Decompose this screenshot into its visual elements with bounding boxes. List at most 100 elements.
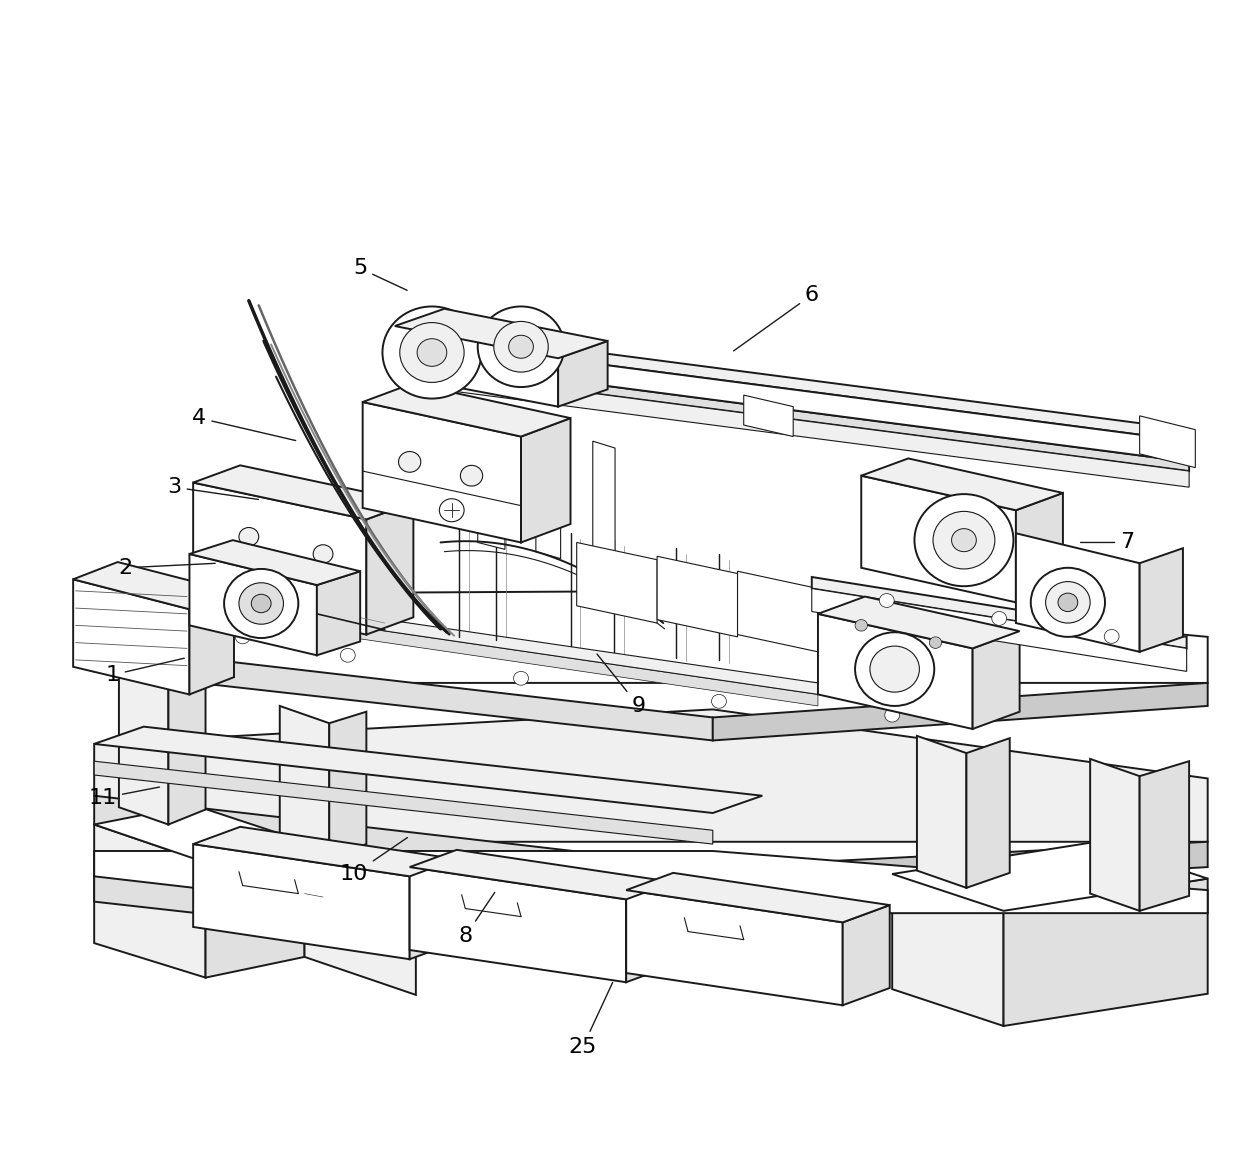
Polygon shape bbox=[812, 577, 1187, 649]
Polygon shape bbox=[409, 849, 673, 899]
Polygon shape bbox=[843, 905, 890, 1005]
Polygon shape bbox=[206, 841, 305, 977]
Polygon shape bbox=[713, 841, 1208, 893]
Polygon shape bbox=[94, 727, 763, 814]
Circle shape bbox=[417, 338, 446, 366]
Polygon shape bbox=[1016, 533, 1140, 652]
Polygon shape bbox=[190, 540, 360, 585]
Circle shape bbox=[885, 709, 899, 722]
Polygon shape bbox=[394, 358, 1189, 471]
Polygon shape bbox=[738, 571, 818, 652]
Polygon shape bbox=[317, 571, 360, 655]
Circle shape bbox=[439, 499, 464, 522]
Polygon shape bbox=[593, 441, 615, 567]
Circle shape bbox=[239, 527, 259, 546]
Circle shape bbox=[477, 307, 564, 387]
Polygon shape bbox=[394, 327, 558, 406]
Circle shape bbox=[951, 529, 976, 552]
Polygon shape bbox=[862, 475, 1016, 602]
Polygon shape bbox=[1016, 493, 1063, 602]
Circle shape bbox=[494, 322, 548, 372]
Circle shape bbox=[856, 632, 934, 706]
Circle shape bbox=[914, 494, 1013, 586]
Circle shape bbox=[252, 594, 272, 613]
Text: 5: 5 bbox=[353, 258, 407, 291]
Polygon shape bbox=[916, 736, 966, 887]
Circle shape bbox=[508, 336, 533, 358]
Circle shape bbox=[513, 672, 528, 685]
Polygon shape bbox=[280, 706, 330, 855]
Text: 4: 4 bbox=[192, 409, 295, 441]
Polygon shape bbox=[190, 592, 234, 695]
Circle shape bbox=[879, 593, 894, 607]
Polygon shape bbox=[812, 589, 1187, 672]
Text: 6: 6 bbox=[734, 285, 818, 351]
Circle shape bbox=[399, 323, 464, 382]
Polygon shape bbox=[73, 562, 234, 609]
Polygon shape bbox=[1140, 415, 1195, 467]
Polygon shape bbox=[1090, 759, 1140, 911]
Polygon shape bbox=[190, 602, 818, 706]
Polygon shape bbox=[1003, 878, 1208, 1026]
Polygon shape bbox=[362, 383, 570, 436]
Polygon shape bbox=[362, 402, 521, 542]
Polygon shape bbox=[193, 826, 456, 876]
Text: 8: 8 bbox=[459, 892, 495, 946]
Polygon shape bbox=[119, 672, 169, 824]
Circle shape bbox=[870, 646, 919, 692]
Polygon shape bbox=[626, 890, 843, 1005]
Polygon shape bbox=[366, 502, 413, 635]
Polygon shape bbox=[193, 482, 366, 635]
Text: 25: 25 bbox=[569, 982, 613, 1057]
Polygon shape bbox=[394, 327, 1189, 441]
Polygon shape bbox=[394, 309, 608, 358]
Polygon shape bbox=[409, 867, 626, 982]
Text: 10: 10 bbox=[340, 838, 408, 884]
Circle shape bbox=[1105, 629, 1118, 643]
Polygon shape bbox=[577, 542, 657, 623]
Polygon shape bbox=[193, 465, 413, 519]
Polygon shape bbox=[477, 418, 505, 549]
Circle shape bbox=[460, 465, 482, 486]
Polygon shape bbox=[193, 844, 409, 959]
Circle shape bbox=[1045, 582, 1090, 623]
Circle shape bbox=[224, 569, 299, 638]
Polygon shape bbox=[94, 710, 1208, 841]
Polygon shape bbox=[94, 850, 1208, 913]
Circle shape bbox=[236, 630, 250, 644]
Polygon shape bbox=[818, 614, 972, 729]
Text: 9: 9 bbox=[596, 654, 646, 715]
Polygon shape bbox=[657, 556, 738, 637]
Polygon shape bbox=[1140, 548, 1183, 652]
Text: 3: 3 bbox=[167, 478, 258, 500]
Polygon shape bbox=[330, 712, 366, 855]
Circle shape bbox=[1058, 593, 1078, 612]
Polygon shape bbox=[409, 859, 456, 959]
Polygon shape bbox=[94, 824, 206, 977]
Circle shape bbox=[929, 637, 941, 649]
Polygon shape bbox=[818, 597, 1019, 649]
Polygon shape bbox=[966, 739, 1009, 887]
Text: 2: 2 bbox=[118, 557, 215, 578]
Polygon shape bbox=[94, 876, 713, 971]
Text: 11: 11 bbox=[89, 787, 160, 808]
Text: 7: 7 bbox=[1080, 532, 1135, 553]
Circle shape bbox=[712, 695, 727, 709]
Polygon shape bbox=[536, 429, 560, 559]
Polygon shape bbox=[73, 579, 190, 695]
Polygon shape bbox=[169, 675, 206, 824]
Circle shape bbox=[314, 545, 334, 563]
Polygon shape bbox=[558, 340, 608, 406]
Polygon shape bbox=[190, 554, 317, 655]
Circle shape bbox=[341, 649, 355, 662]
Polygon shape bbox=[626, 872, 890, 922]
Circle shape bbox=[1030, 568, 1105, 637]
Polygon shape bbox=[94, 646, 713, 741]
Circle shape bbox=[382, 307, 481, 398]
Circle shape bbox=[932, 511, 994, 569]
Polygon shape bbox=[893, 841, 1208, 911]
Circle shape bbox=[856, 620, 868, 631]
Polygon shape bbox=[94, 796, 713, 893]
Circle shape bbox=[398, 451, 420, 472]
Polygon shape bbox=[521, 418, 570, 542]
